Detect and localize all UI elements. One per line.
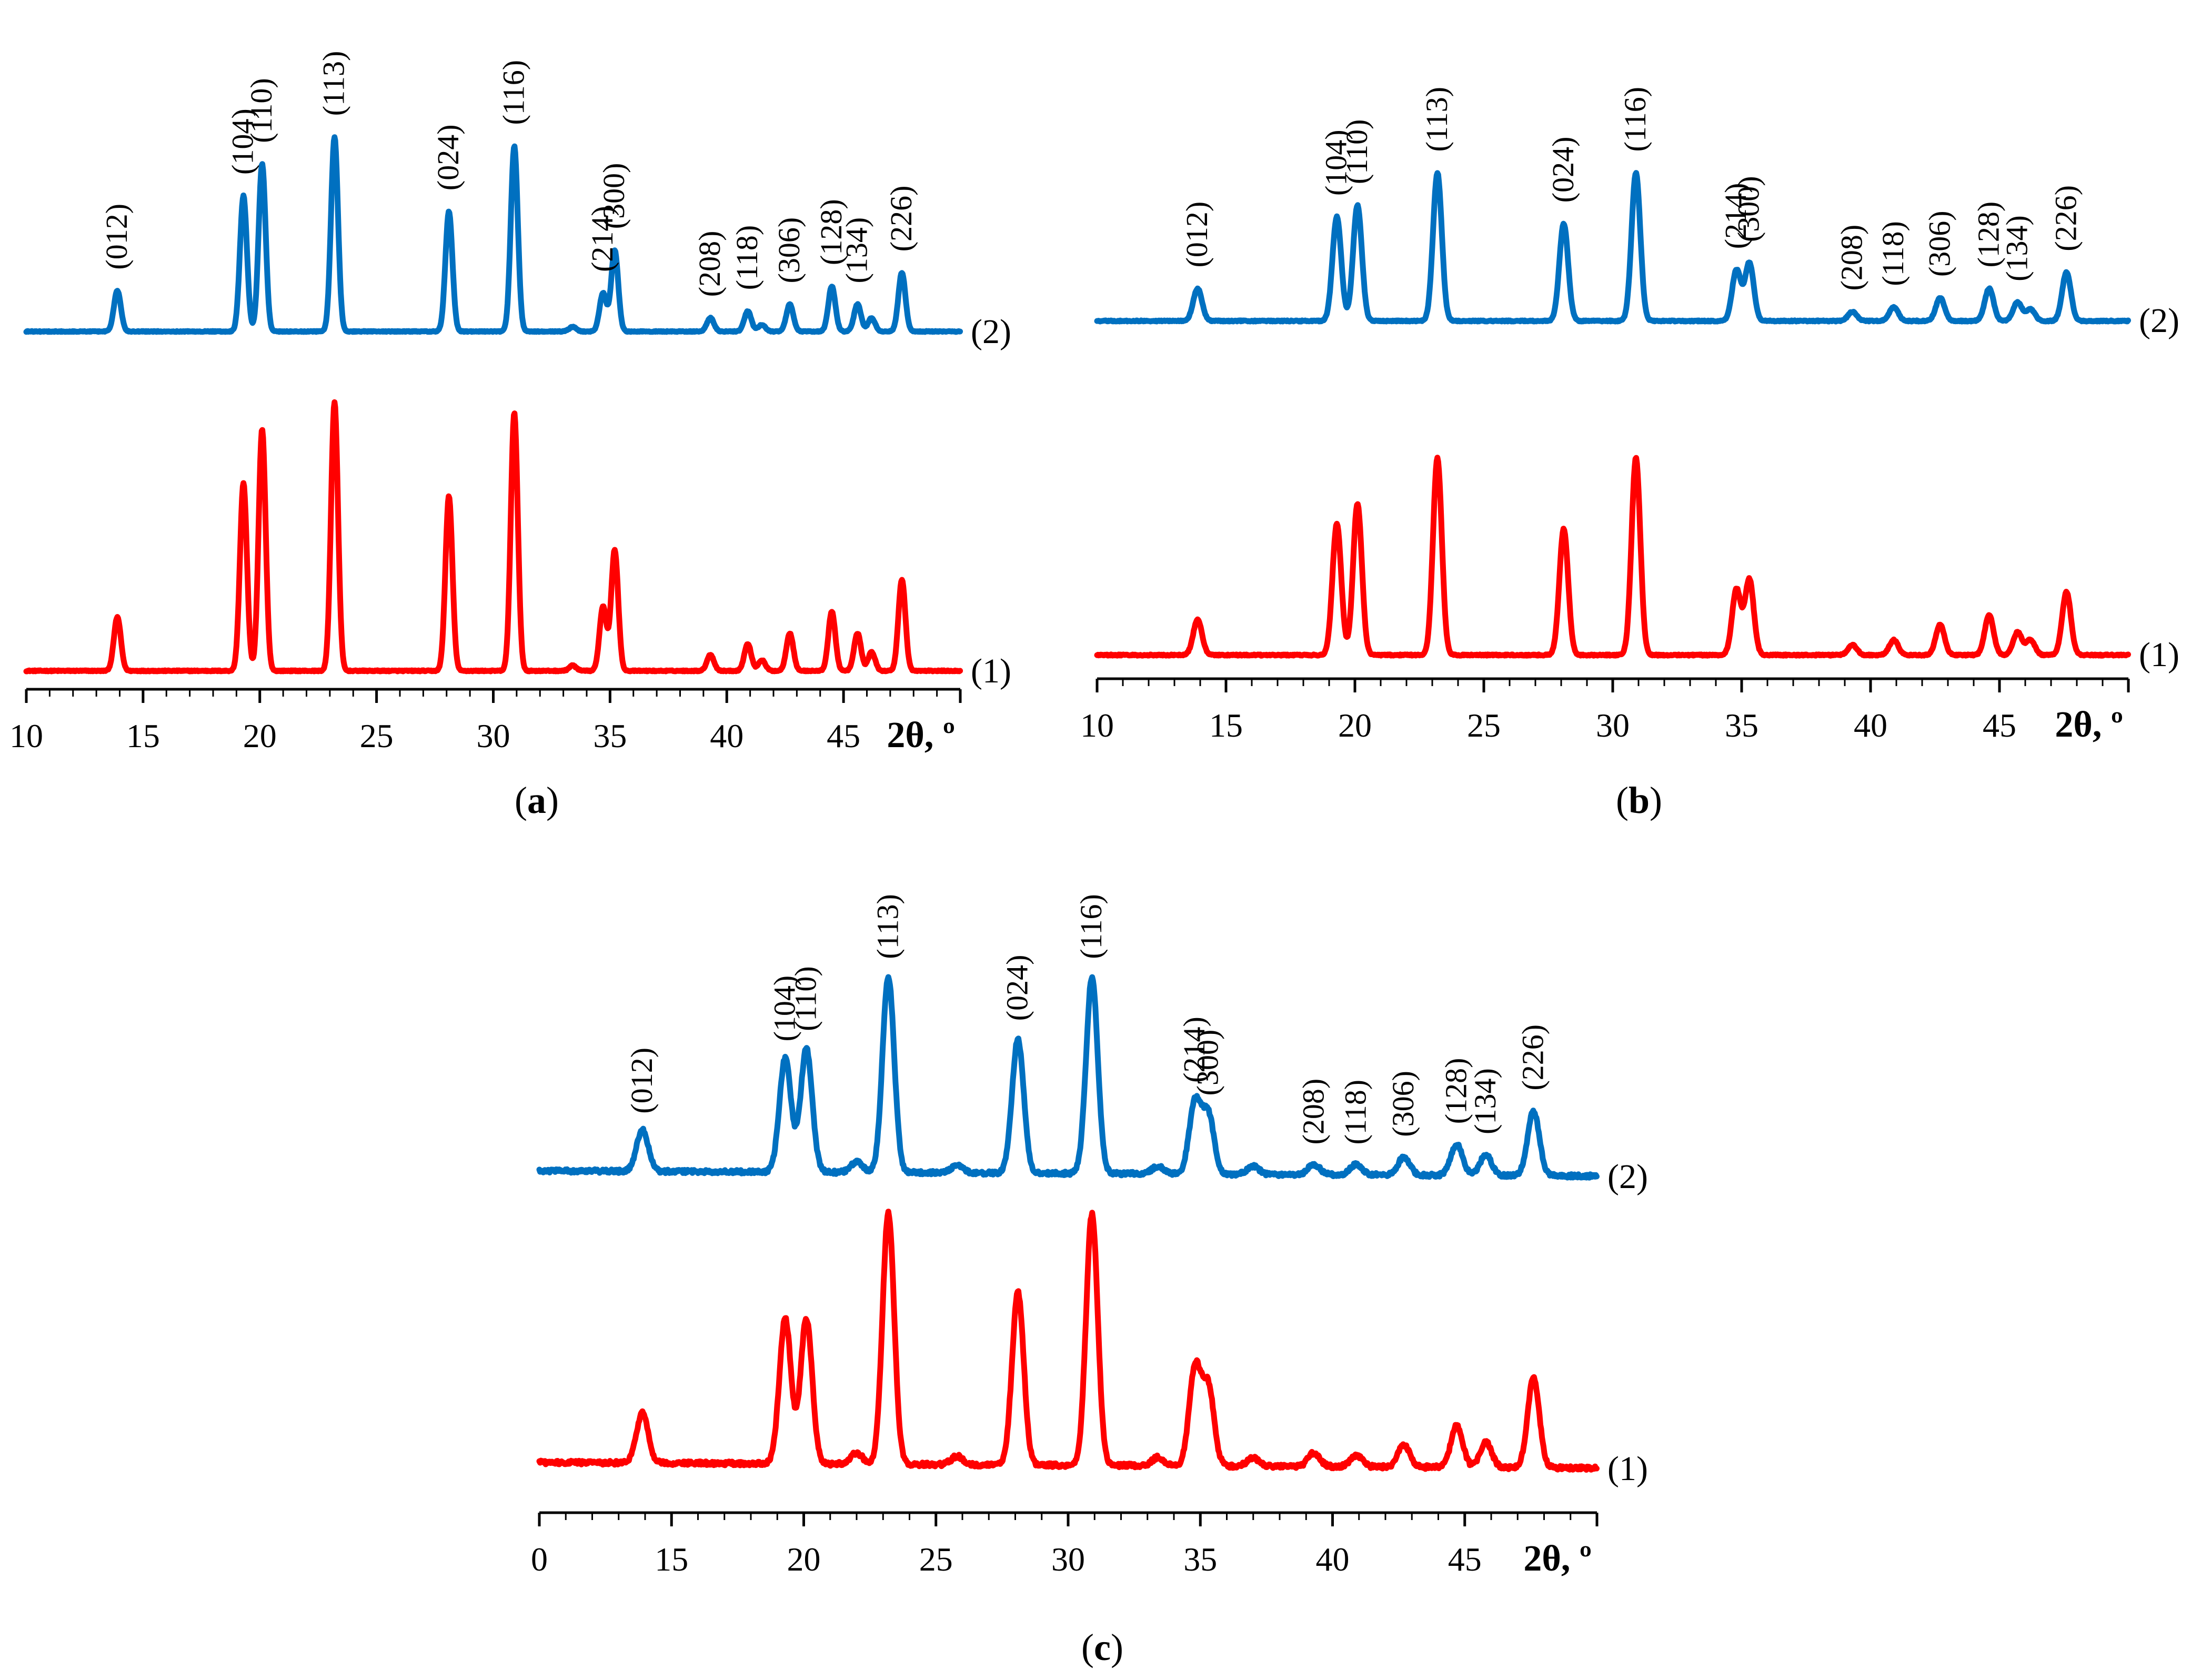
hkl-label: (214)	[585, 206, 619, 272]
chart-panel-a: 10 15 20 25 30 35 40 45 2θ, º (a) (1) (2) (012) (104)…	[9, 51, 1011, 821]
series-line-2	[23, 134, 963, 335]
series-line-1	[23, 399, 963, 675]
hkl-label: (116)	[1618, 87, 1652, 152]
series-label: (1)	[2139, 636, 2179, 674]
hkl-label: (104)	[226, 108, 260, 175]
hkl-label: (128)	[1439, 1058, 1473, 1124]
hkl-label: (208)	[1296, 1079, 1330, 1145]
hkl-label: (306)	[1922, 210, 1956, 277]
hkl-label: (300)	[1732, 176, 1766, 242]
hkl-label: (134)	[1999, 215, 2034, 281]
x-tick-label: 30	[1596, 707, 1630, 744]
hkl-label: (012)	[625, 1048, 659, 1114]
hkl-label: (306)	[1386, 1071, 1420, 1137]
hkl-label: (104)	[767, 975, 801, 1042]
hkl-label: (110)	[789, 966, 823, 1031]
x-tick-label: 45	[1983, 707, 2016, 744]
x-tick-label: 35	[593, 717, 627, 755]
x-tick-label: 15	[126, 717, 160, 755]
chart-panel-b: 10 15 20 25 30 35 40 45 2θ, º (b) (1) (2) (012) (104)…	[1080, 87, 2179, 821]
hkl-label: (118)	[1876, 221, 1910, 286]
x-tick-label: 40	[1854, 707, 1887, 744]
x-tick-label: 45	[1448, 1541, 1482, 1578]
panel-label: (a)	[515, 779, 559, 821]
hkl-label: (306)	[772, 217, 806, 284]
series-label: (1)	[971, 652, 1011, 690]
hkl-label: (113)	[1420, 87, 1454, 152]
panel-label: (b)	[1616, 779, 1662, 821]
series-label: (2)	[1607, 1158, 1648, 1196]
hkl-label: (104)	[1319, 129, 1353, 196]
hkl-label: (208)	[1835, 225, 1869, 291]
hkl-label: (116)	[1074, 894, 1108, 959]
series-label: (2)	[971, 313, 1011, 351]
x-tick-label: 25	[1467, 707, 1501, 744]
x-tick-label: 30	[1051, 1541, 1085, 1578]
hkl-label: (024)	[1000, 955, 1034, 1021]
hkl-label: (226)	[2048, 185, 2083, 252]
x-tick-label: 10	[9, 717, 43, 755]
hkl-label: (214)	[1718, 183, 1753, 249]
x-tick-label: 15	[655, 1541, 688, 1578]
x-tick-label: 10	[1080, 707, 1114, 744]
hkl-label: (116)	[496, 60, 530, 125]
hkl-label: (300)	[1190, 1030, 1224, 1096]
hkl-label: (226)	[884, 186, 918, 252]
series-label: (1)	[1607, 1450, 1648, 1488]
panel-label: (c)	[1081, 1626, 1123, 1668]
hkl-label: (012)	[99, 204, 134, 270]
x-tick-label: 35	[1183, 1541, 1217, 1578]
hkl-label: (208)	[692, 231, 727, 297]
hkl-label: (128)	[1971, 202, 2005, 268]
x-tick-label: 35	[1725, 707, 1758, 744]
chart-panel-c: 0 15 20 25 30 35 40 45 2θ, º(c)(1)(2)(012)(104)(…	[531, 894, 1648, 1668]
hkl-label: (134)	[840, 217, 874, 284]
x-tick-label: 15	[1209, 707, 1243, 744]
series-line-2	[1094, 170, 2131, 325]
hkl-label: (024)	[431, 124, 465, 190]
x-tick-label: 30	[477, 717, 510, 755]
x-tick-label: 40	[1316, 1541, 1350, 1578]
x-axis-title: 2θ, º	[887, 715, 955, 756]
x-tick-label: 25	[360, 717, 394, 755]
hkl-label: (226)	[1515, 1024, 1550, 1091]
series-label: (2)	[2139, 301, 2179, 340]
x-tick-label: 20	[243, 717, 277, 755]
x-axis-title: 2θ, º	[2055, 705, 2123, 745]
hkl-label: (110)	[1340, 119, 1374, 184]
hkl-label: (300)	[597, 163, 631, 229]
series-line-1	[536, 1209, 1600, 1473]
series-line-2	[536, 974, 1600, 1181]
hkl-label: (110)	[244, 78, 278, 143]
x-tick-label: 20	[787, 1541, 821, 1578]
hkl-label: (012)	[1180, 202, 1214, 268]
hkl-label: (118)	[1339, 1080, 1373, 1144]
x-tick-label: 45	[827, 717, 860, 755]
x-tick-label: 25	[919, 1541, 953, 1578]
hkl-label: (118)	[730, 225, 764, 290]
hkl-label: (214)	[1177, 1017, 1211, 1083]
x-axis-title: 2θ, º	[1523, 1538, 1592, 1579]
series-line-1	[1094, 455, 2131, 659]
hkl-label: (113)	[317, 51, 351, 116]
x-tick-label: 0	[531, 1541, 548, 1578]
hkl-label: (128)	[814, 199, 848, 265]
hkl-label: (024)	[1546, 137, 1580, 203]
x-tick-label: 40	[710, 717, 743, 755]
x-tick-label: 20	[1338, 707, 1372, 744]
hkl-label: (134)	[1468, 1068, 1502, 1134]
hkl-label: (113)	[870, 894, 904, 959]
